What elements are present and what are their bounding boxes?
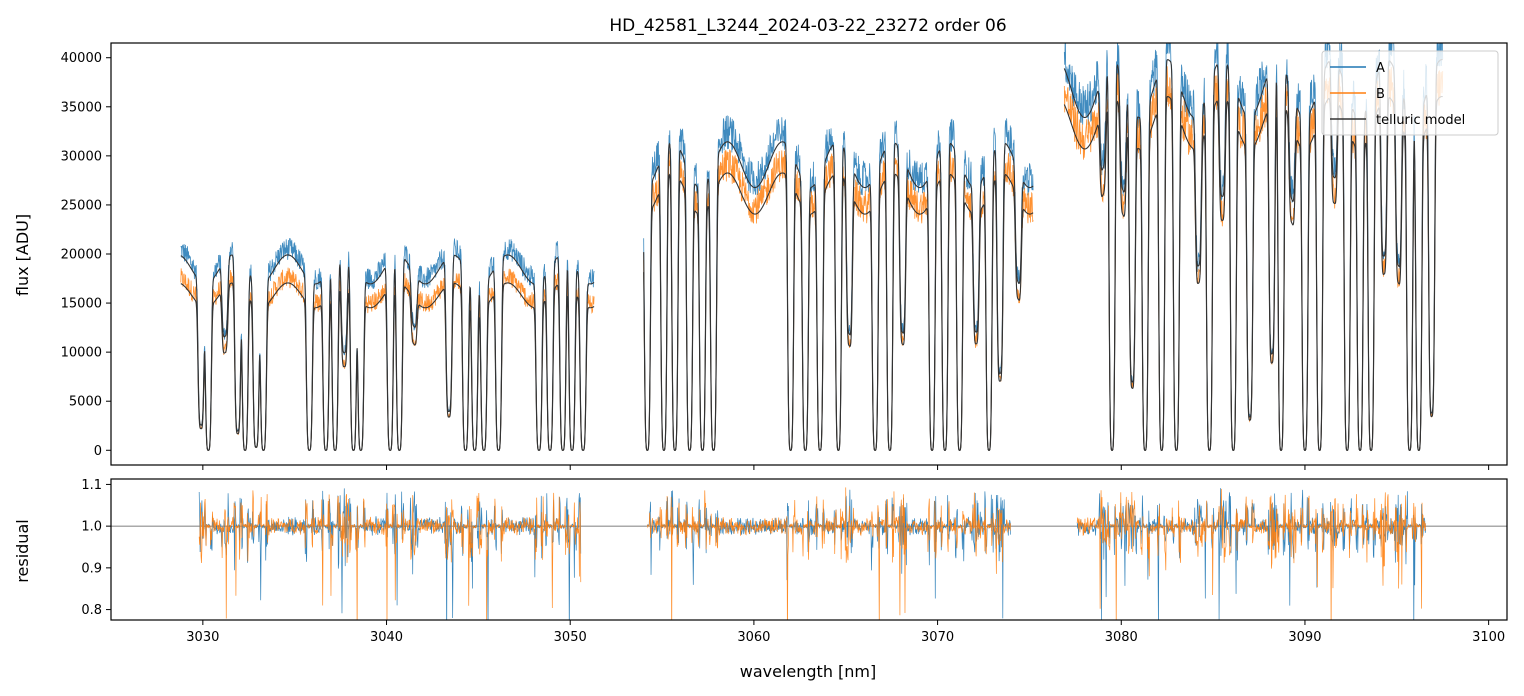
telluric-model-line-a-1 <box>643 141 1034 451</box>
flux-y-tick-label: 10000 <box>61 346 102 361</box>
flux-y-tick-label: 25000 <box>61 198 102 213</box>
flux-y-tick-label: 5000 <box>69 395 102 410</box>
legend-label-1: B <box>1376 87 1385 102</box>
residual-panel: 0.8 0.9 1.0 1.1 3030 3040 3050 3060 3070 3080 309… <box>13 478 1508 681</box>
x-tick-label: 3040 <box>370 630 403 645</box>
legend-frame <box>1321 50 1499 136</box>
flux-y-tick-label: 0 <box>94 444 102 459</box>
legend-label-0: A <box>1376 61 1385 76</box>
x-tick-label: 3030 <box>186 630 219 645</box>
flux-y-tick-label: 35000 <box>61 100 102 115</box>
chart-title: HD_42581_L3244_2024-03-22_23272 order 06 <box>609 16 1006 36</box>
x-tick-label: 3050 <box>554 630 587 645</box>
flux-y-tick-label: 20000 <box>61 248 102 263</box>
residual-y-axis-label: residual <box>13 519 32 582</box>
residual-a-line-1 <box>647 489 1011 619</box>
x-tick-label: 3090 <box>1288 630 1321 645</box>
residual-y-tick-label: 0.8 <box>81 603 102 618</box>
series-a-line-1 <box>643 115 1034 451</box>
residual-b-line-2 <box>1076 488 1427 620</box>
flux-panel: 0 5000 10000 15000 20000 25000 30000 35000 40000… <box>13 42 1508 470</box>
legend-label-2: telluric model <box>1376 113 1465 128</box>
flux-y-tick-label: 40000 <box>61 51 102 66</box>
telluric-model-line-b-1 <box>643 172 1034 451</box>
residual-y-tick-label: 0.9 <box>81 561 102 576</box>
series-b-line-1 <box>643 149 1034 451</box>
residual-a-line-2 <box>1076 488 1427 620</box>
flux-y-tick-label: 15000 <box>61 297 102 312</box>
flux-y-axis-label: flux [ADU] <box>13 214 32 296</box>
telluric-model-line-b-0 <box>180 282 595 451</box>
residual-y-tick-label: 1.1 <box>81 478 102 493</box>
residual-b-line-1 <box>647 487 1011 620</box>
x-tick-label: 3080 <box>1105 630 1138 645</box>
x-tick-label: 3070 <box>921 630 954 645</box>
residual-y-tick-label: 1.0 <box>81 520 102 535</box>
x-axis-label: wavelength [nm] <box>740 662 877 681</box>
flux-y-tick-label: 30000 <box>61 149 102 164</box>
x-tick-label: 3060 <box>737 630 770 645</box>
x-tick-label: 3100 <box>1472 630 1505 645</box>
residual-b-line-0 <box>198 490 582 620</box>
residual-axes-frame <box>110 478 1508 621</box>
